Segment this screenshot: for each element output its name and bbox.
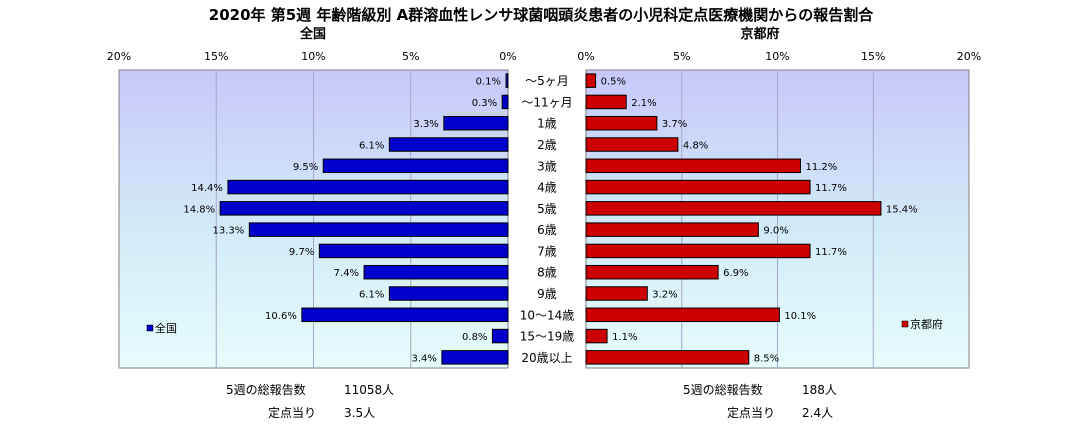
kyoto-total-value: 188人 — [802, 383, 837, 397]
national-per-value: 3.5人 — [344, 406, 375, 420]
category-label: 6歳 — [537, 223, 557, 237]
kyoto-data-label: 3.7% — [662, 119, 687, 130]
national-data-label: 3.4% — [411, 353, 436, 364]
kyoto-bar — [585, 158, 801, 174]
category-label: ～5ヶ月 — [525, 74, 569, 88]
category-label: 9歳 — [537, 287, 557, 301]
national-data-label: 0.3% — [472, 98, 497, 109]
national-bar — [443, 115, 509, 131]
category-label: 15～19歳 — [520, 330, 575, 344]
legend-national-label: 全国 — [155, 321, 177, 335]
national-bar — [301, 307, 509, 323]
legend-national-swatch — [146, 324, 154, 332]
national-data-label: 6.1% — [359, 290, 384, 301]
kyoto-data-label: 4.8% — [683, 141, 708, 152]
kyoto-bar — [585, 94, 627, 110]
left-panel-title: 全国 — [299, 26, 326, 42]
category-label: 5歳 — [537, 202, 557, 216]
kyoto-bar — [585, 286, 648, 301]
left-tick-label: 0% — [499, 50, 516, 63]
right-tick-label: 20% — [957, 50, 981, 63]
national-data-label: 0.1% — [476, 77, 501, 88]
left-tick-label: 20% — [107, 50, 131, 63]
national-bar — [388, 286, 509, 301]
kyoto-bar — [585, 222, 759, 237]
right-panel-title: 京都府 — [740, 26, 779, 42]
kyoto-data-label: 8.5% — [754, 353, 779, 364]
category-label: 3歳 — [537, 159, 557, 173]
national-data-label: 14.8% — [183, 204, 215, 215]
kyoto-bar — [585, 73, 597, 88]
category-label: 4歳 — [537, 181, 557, 195]
left-tick-label: 5% — [402, 50, 419, 63]
national-bar — [388, 137, 509, 152]
national-data-label: 13.3% — [213, 226, 245, 237]
national-bar — [491, 328, 509, 344]
national-data-label: 6.1% — [359, 141, 384, 152]
national-bar — [363, 264, 509, 280]
kyoto-data-label: 1.1% — [612, 332, 637, 343]
left-tick-label: 15% — [204, 50, 228, 63]
kyoto-bar — [585, 350, 750, 365]
national-data-label: 0.8% — [462, 332, 487, 343]
category-label: 7歳 — [537, 244, 557, 258]
kyoto-data-label: 0.5% — [601, 77, 626, 88]
right-tick-label: 10% — [765, 50, 789, 63]
category-label: 20歳以上 — [521, 351, 572, 365]
national-bar — [441, 350, 509, 365]
kyoto-bar — [585, 243, 811, 259]
national-data-label: 10.6% — [265, 311, 297, 322]
legend-kyoto-label: 京都府 — [910, 317, 943, 331]
category-label: ～11ヶ月 — [521, 95, 572, 109]
kyoto-bar — [585, 115, 658, 131]
right-tick-label: 0% — [577, 50, 594, 63]
category-label: 8歳 — [537, 266, 557, 280]
category-label: 1歳 — [537, 117, 557, 131]
national-data-label: 3.3% — [413, 119, 438, 130]
national-bar — [248, 222, 509, 237]
chart-title: 2020年 第5週 年齢階級別 A群溶血性レンサ球菌咽頭炎患者の小児科定点医療機… — [209, 6, 874, 24]
right-tick-label: 5% — [673, 50, 690, 63]
national-bar — [219, 201, 509, 216]
kyoto-data-label: 10.1% — [784, 311, 816, 322]
national-data-label: 9.7% — [289, 247, 314, 258]
kyoto-data-label: 11.7% — [815, 183, 847, 194]
kyoto-bar — [585, 328, 608, 344]
kyoto-bar — [585, 137, 679, 152]
national-bar — [505, 73, 509, 88]
kyoto-data-label: 6.9% — [723, 268, 748, 279]
kyoto-data-label: 9.0% — [763, 226, 788, 237]
national-bar — [322, 158, 509, 174]
legend-kyoto-swatch — [901, 320, 909, 328]
national-bar — [318, 243, 509, 259]
kyoto-data-label: 2.1% — [631, 98, 656, 109]
right-tick-label: 15% — [861, 50, 885, 63]
kyoto-per-value: 2.4人 — [802, 406, 833, 420]
national-data-label: 9.5% — [293, 162, 318, 173]
category-label: 10～14歳 — [520, 308, 575, 322]
kyoto-data-label: 11.2% — [805, 162, 837, 173]
kyoto-per-label: 定点当り — [727, 405, 775, 420]
national-bar — [501, 94, 509, 110]
national-total-value: 11058人 — [344, 383, 394, 397]
national-total-label: 5週の総報告数 — [226, 382, 306, 397]
kyoto-bar — [585, 264, 719, 280]
national-per-label: 定点当り — [268, 405, 316, 420]
kyoto-total-label: 5週の総報告数 — [683, 382, 763, 397]
national-data-label: 14.4% — [191, 183, 223, 194]
kyoto-data-label: 11.7% — [815, 247, 847, 258]
kyoto-data-label: 15.4% — [886, 204, 918, 215]
kyoto-data-label: 3.2% — [652, 290, 677, 301]
kyoto-bar — [585, 179, 811, 195]
national-data-label: 7.4% — [334, 268, 359, 279]
national-bar — [227, 179, 509, 195]
kyoto-bar — [585, 307, 780, 323]
kyoto-bar — [585, 201, 882, 216]
left-tick-label: 10% — [301, 50, 325, 63]
category-label: 2歳 — [537, 138, 557, 152]
